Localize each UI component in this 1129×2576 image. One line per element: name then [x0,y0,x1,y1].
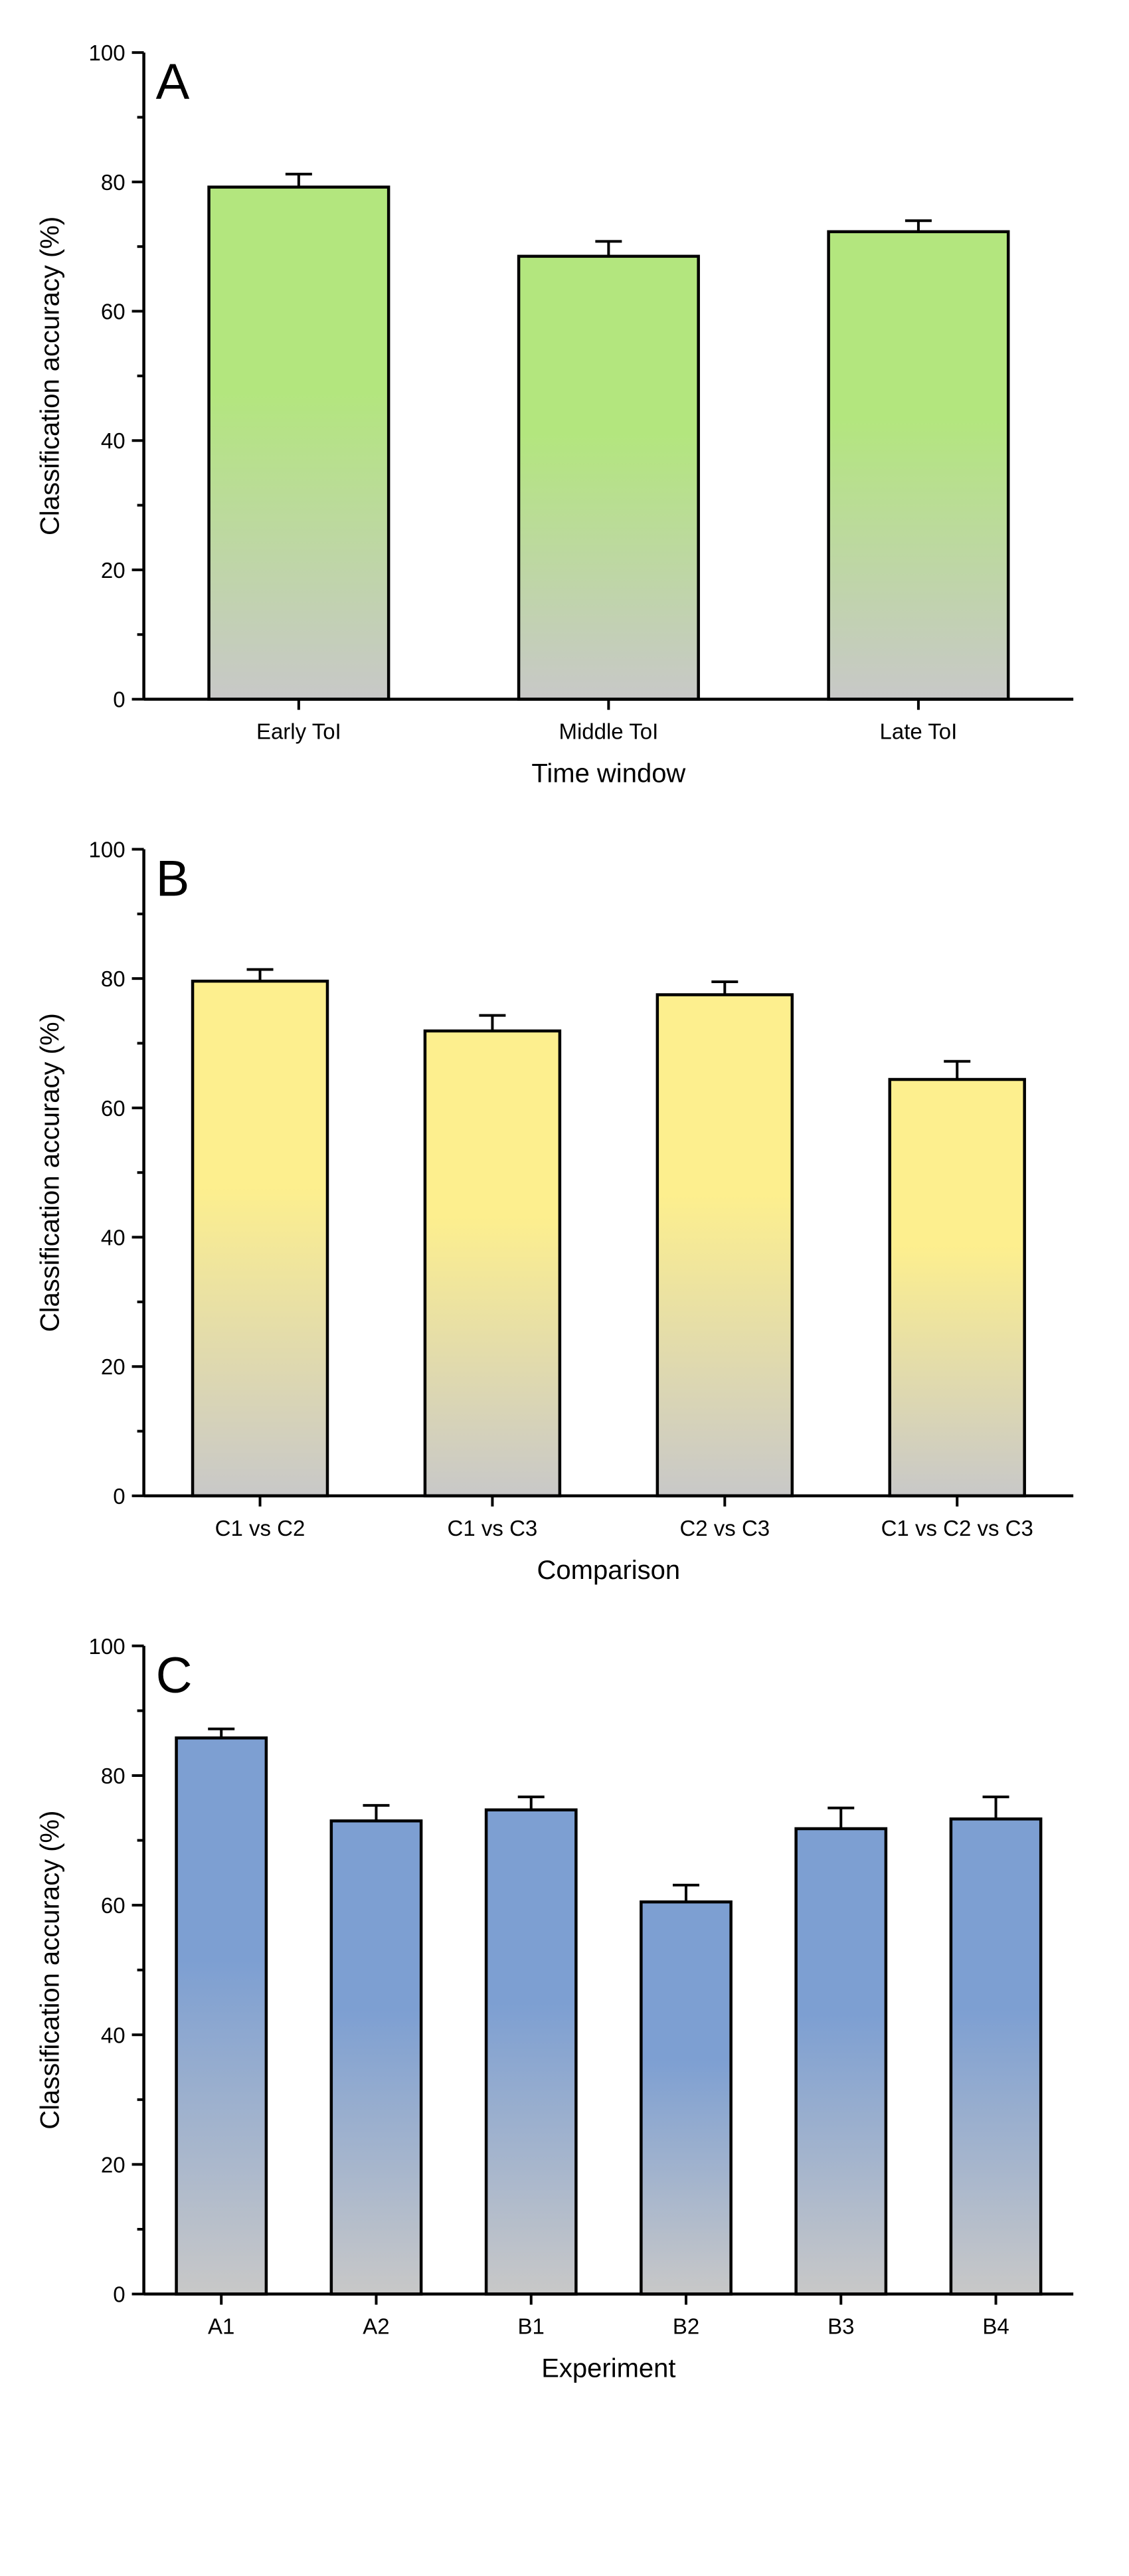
y-tick-label: 80 [101,966,126,991]
bar-a2 [329,1819,423,2296]
bar-late-toi [827,230,1010,701]
x-tick-label: A2 [363,2314,389,2339]
bar-c1-vs-c2 [191,979,329,1498]
panel-letter: C [156,1647,193,1704]
panel-letter: A [156,54,190,110]
x-tick-label: C1 vs C2 [215,1516,305,1540]
x-tick-label: Middle ToI [559,719,658,744]
x-axis-title: Time window [531,759,685,788]
bar-b2 [640,1900,733,2296]
chart-panel-c: A1 A2 B1 B2 B3 B4 0 20 40 60 80 100 C Experiment Class… [36,1634,1074,2383]
y-tick-label: 100 [89,837,126,862]
x-tick-label: C1 vs C3 [448,1516,538,1540]
bar-early-toi [207,185,391,701]
x-tick-label: C2 vs C3 [679,1516,770,1540]
x-tick-label: B4 [982,2314,1009,2339]
bar-c2-vs-c3 [655,993,794,1498]
y-tick-label: 40 [101,1226,126,1250]
bar-b1 [484,1808,578,2296]
y-tick-label: 0 [113,688,125,712]
chart-panel-a: Early ToI Middle ToI Late ToI 0 20 40 60 80 100 A… [36,41,1074,788]
x-tick-label: A1 [208,2314,234,2339]
chart-panel-b: C1 vs C2 C1 vs C3 C2 vs C3 C1 vs C2 vs C3 0 2… [36,837,1074,1585]
bar-c1-vs-c3 [423,1029,562,1498]
y-tick-label: 0 [113,1484,125,1509]
x-axis-title: Comparison [537,1556,681,1585]
y-tick-label: 0 [113,2282,125,2307]
x-tick-label: B3 [827,2314,854,2339]
y-tick-label: 40 [101,428,126,453]
y-axis-title: Classification accuracy (%) [36,1811,65,2130]
x-tick-label: Late ToI [879,719,957,744]
x-tick-label: B1 [518,2314,545,2339]
x-axis-title: Experiment [541,2354,675,2383]
y-tick-label: 60 [101,1893,126,1918]
x-tick-label: Early ToI [256,719,341,744]
y-tick-label: 60 [101,1096,126,1121]
bar-b3 [794,1827,888,2296]
y-tick-label: 40 [101,2023,126,2047]
x-tick-label: B2 [673,2314,699,2339]
panel-letter: B [156,850,190,907]
y-tick-label: 100 [89,1634,126,1659]
y-axis-title: Classification accuracy (%) [36,217,65,535]
y-tick-label: 20 [101,558,126,583]
y-tick-label: 80 [101,1764,126,1788]
y-tick-label: 20 [101,1354,126,1379]
y-tick-label: 20 [101,2152,126,2177]
y-tick-label: 60 [101,300,126,324]
bar-c1-vs-c2-vs-c3 [888,1077,1026,1498]
y-tick-label: 80 [101,170,126,195]
x-tick-label: C1 vs C2 vs C3 [881,1516,1033,1540]
bar-a1 [175,1736,268,2296]
y-axis-title: Classification accuracy (%) [36,1013,65,1332]
bar-middle-toi [517,254,700,701]
y-tick-label: 100 [89,41,126,65]
bar-b4 [949,1817,1043,2296]
